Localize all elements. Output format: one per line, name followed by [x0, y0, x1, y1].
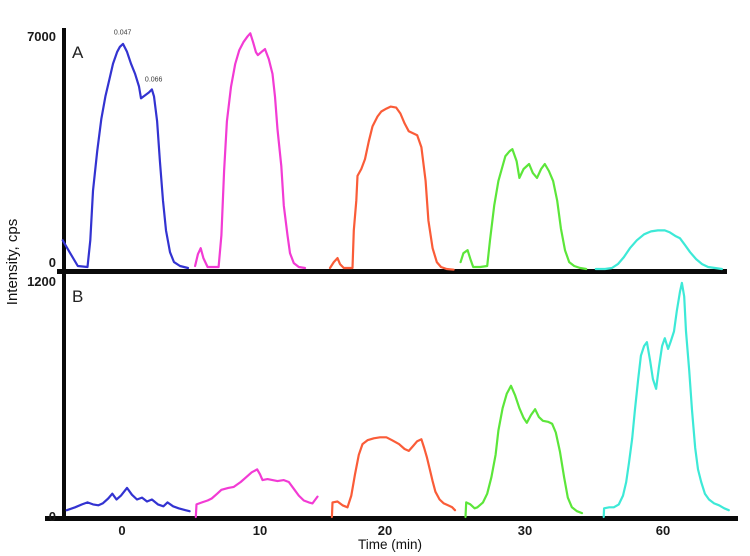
trace-b-peak-60min [602, 281, 730, 519]
x-tick-label-20: 20 [377, 523, 393, 538]
peak-annotation: 0.066 [145, 77, 163, 84]
panel-a-letter: A [72, 43, 84, 62]
trace-b-peak-30min [464, 384, 584, 519]
panel-b-y-axis-line [62, 274, 66, 521]
panel-a-y-axis-line [62, 28, 66, 272]
panel-a-yzero-label: 0 [48, 255, 56, 270]
x-tick-label-0: 0 [118, 523, 126, 538]
trace-b-peak-0min [65, 486, 191, 513]
panel-separator-axis-line [57, 269, 727, 274]
x-axis-title: Time (min) [358, 537, 422, 552]
trace-b-peak-20min [330, 436, 457, 519]
peak-annotation: 0.047 [114, 29, 132, 36]
trace-a-peak-60min [594, 229, 724, 271]
trace-a-peak-20min [328, 105, 455, 271]
trace-a-peak-10min [194, 32, 307, 270]
panel-b-letter: B [72, 287, 84, 306]
x-tick-label-60: 60 [655, 523, 671, 538]
x-tick-label-10: 10 [252, 523, 268, 538]
panel-a-ymax-label: 7000 [27, 29, 56, 44]
panel-b-yzero-label: 0 [48, 509, 56, 524]
panel-b-ymax-label: 1200 [27, 274, 56, 289]
trace-a-peak-30min [459, 148, 588, 271]
x-axis-line [45, 516, 738, 521]
x-tick-label-30: 30 [517, 523, 533, 538]
trace-a-peak-0min [61, 42, 190, 270]
trace-b-peak-10min [194, 468, 319, 519]
